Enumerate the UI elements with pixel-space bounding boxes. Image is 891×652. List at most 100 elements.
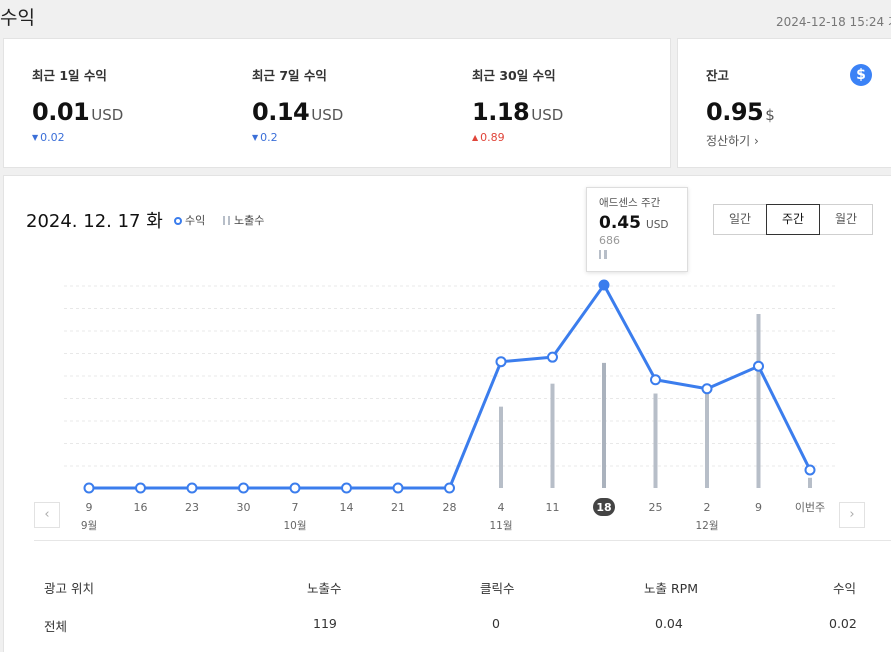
tooltip-title: 애드센스 주간 (599, 197, 661, 209)
revenue-point (598, 279, 610, 291)
revenue-point (392, 482, 404, 494)
metric-label: 최근 7일 수익 (252, 68, 327, 83)
x-tick-label: 14 (340, 501, 354, 514)
impressions-bar (705, 384, 709, 488)
x-month-label: 9월 (81, 520, 97, 532)
settle-link[interactable]: 정산하기 › (706, 132, 775, 149)
metric-unit: USD (531, 106, 564, 124)
range-monthly-button[interactable]: 월간 (819, 204, 873, 235)
metric-change-value: 0.2 (260, 131, 278, 144)
arrow-down-icon: ▼ (252, 133, 259, 142)
chart-next-button[interactable]: › (839, 502, 865, 528)
balance-label: 잔고 (706, 68, 730, 83)
balance-value: 0.95 $ (706, 98, 775, 126)
chart-prev-button[interactable]: ‹ (34, 502, 60, 528)
metric-number: 1.18 (472, 98, 530, 126)
bar-icon (599, 250, 607, 259)
revenue-point (753, 360, 764, 372)
table-cell-placement: 전체 (44, 619, 68, 634)
revenue-point (289, 482, 301, 494)
x-tick-label: 9 (86, 501, 93, 514)
legend-revenue-label: 수익 (185, 214, 206, 227)
revenue-point (186, 482, 198, 494)
table-header-placement: 광고 위치 (44, 581, 94, 596)
x-tick-label: 25 (649, 501, 663, 514)
impressions-bar (602, 362, 606, 488)
range-daily-button[interactable]: 일간 (713, 204, 767, 235)
x-tick-label: 11 (546, 501, 560, 514)
legend-impressions: 노출수 (223, 212, 264, 228)
bar-icon (223, 216, 230, 225)
selected-week-badge (593, 498, 615, 516)
x-tick-label: 23 (185, 501, 199, 514)
chevron-right-icon: › (754, 134, 759, 148)
revenue-point (444, 482, 455, 494)
table-cell-clicks: 0 (492, 616, 500, 631)
balance-unit: $ (765, 106, 775, 124)
metric-7day: 최근 7일 수익 0.14 USD ▼ 0.2 (252, 65, 343, 144)
impressions-bar (550, 383, 555, 488)
revenue-point (341, 482, 352, 494)
metric-unit: USD (91, 106, 124, 124)
table-header-clicks: 클릭수 (480, 581, 515, 596)
x-tick-label: 이번주 (795, 501, 825, 514)
dollar-icon: $ (850, 64, 872, 86)
chart-card: 9 16 23 30 7 14 21 28 4 11 18 25 2 9 이번주 9월 10월 11월 12월 20… (3, 175, 891, 652)
balance-metric: 잔고 0.95 $ 정산하기 › (706, 65, 775, 149)
metric-value: 0.01 USD (32, 98, 123, 126)
impressions-bar (808, 477, 812, 488)
impressions-bar (499, 406, 503, 488)
revenue-point (238, 482, 249, 494)
revenue-summary-card: 최근 1일 수익 0.01 USD ▼ 0.02 최근 7일 수익 0.14 USD … (3, 38, 671, 168)
balance-card: 잔고 0.95 $ 정산하기 › $ (677, 38, 891, 168)
line-dot-icon (174, 217, 182, 225)
arrow-down-icon: ▼ (32, 133, 39, 142)
metric-label: 최근 1일 수익 (32, 68, 107, 83)
x-month-label: 10월 (283, 520, 306, 532)
metric-label: 최근 30일 수익 (472, 68, 556, 83)
settle-label: 정산하기 (706, 134, 751, 148)
x-tick-label: 16 (134, 501, 148, 514)
tooltip-value: 0.45 USD (599, 213, 675, 233)
x-month-label: 11월 (489, 520, 512, 532)
x-tick-label: 30 (237, 501, 251, 514)
page-title: 수익 (0, 7, 35, 29)
balance-number: 0.95 (706, 98, 764, 126)
metric-change-value: 0.02 (40, 131, 65, 144)
chart-date: 2024. 12. 17 화 (26, 211, 163, 232)
tooltip-number: 0.45 (599, 213, 641, 233)
x-month-label: 12월 (695, 520, 718, 532)
metric-number: 0.14 (252, 98, 310, 126)
x-tick-label: 4 (498, 501, 505, 514)
table-header-rpm: 노출 RPM (644, 581, 698, 596)
legend-impressions-label: 노출수 (234, 214, 265, 227)
metric-value: 1.18 USD (472, 98, 563, 126)
x-tick-label: 21 (391, 501, 405, 514)
x-tick-label: 9 (755, 501, 762, 514)
revenue-point (83, 482, 95, 494)
chart-tooltip: 애드센스 주간 0.45 USD 686 (586, 187, 688, 272)
table-header-revenue: 수익 (833, 581, 857, 596)
metric-change: ▼ 0.02 (32, 131, 123, 144)
table-cell-rpm: 0.04 (655, 616, 683, 631)
timestamp: 2024-12-18 15:24 기준 (776, 15, 891, 29)
tooltip-unit: USD (646, 219, 669, 231)
revenue-point (135, 482, 146, 494)
metric-change: ▼ 0.2 (252, 131, 343, 144)
x-tick-label: 28 (443, 501, 457, 514)
revenue-point (804, 464, 816, 476)
metric-1day: 최근 1일 수익 0.01 USD ▼ 0.02 (32, 65, 123, 144)
metric-change: ▲ 0.89 (472, 131, 563, 144)
table-cell-impressions: 119 (313, 616, 337, 631)
impressions-bar (653, 393, 658, 488)
table-header-impressions: 노출수 (307, 581, 342, 596)
x-tick-label: 7 (292, 501, 299, 514)
range-weekly-button[interactable]: 주간 (766, 204, 820, 235)
x-tick-label: 2 (704, 501, 711, 514)
metric-number: 0.01 (32, 98, 90, 126)
revenue-line (89, 283, 812, 490)
metric-unit: USD (311, 106, 344, 124)
table-cell-revenue: 0.02 (829, 616, 857, 631)
divider (34, 540, 891, 541)
metric-value: 0.14 USD (252, 98, 343, 126)
